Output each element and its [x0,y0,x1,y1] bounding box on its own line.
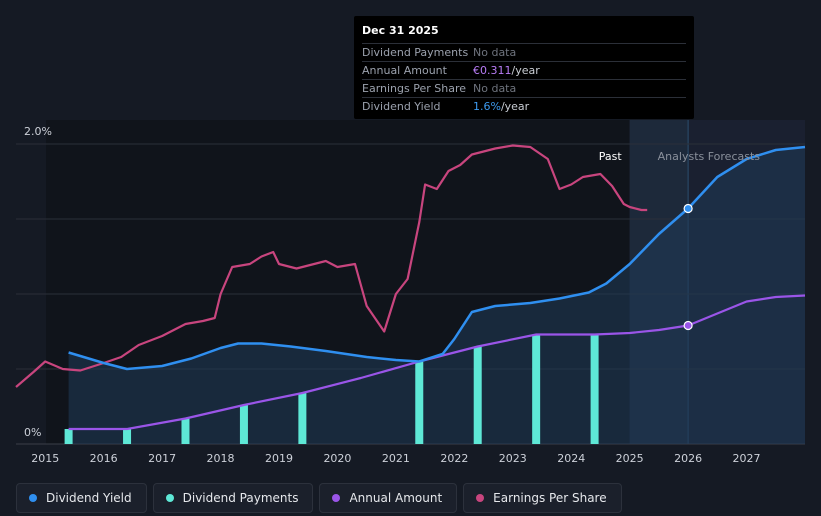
y-tick-label: 2.0% [24,125,52,138]
dividend-payment-bar [532,334,541,444]
dot-icon [332,494,341,502]
tooltip-row-earnings-per-share: Earnings Per Share No data [362,79,686,97]
tooltip-unit: /year [511,64,540,77]
x-tick-label: 2016 [90,452,118,465]
dividend-chart: 2.0% 0% 2015 2016 2017 2018 2019 2020 2021 2022 20… [15,120,806,465]
tooltip-value: €0.311 [473,64,512,77]
tooltip-value: No data [473,46,517,59]
x-tick-label: 2019 [265,452,293,465]
tooltip-unit: /year [500,100,530,113]
legend-item-earnings-per-share[interactable]: Earnings Per Share [463,483,622,513]
legend-item-annual-amount[interactable]: Annual Amount [319,483,458,513]
dividend-payment-bar [298,393,307,444]
tooltip-row-dividend-yield: Dividend Yield 1.6%/year [362,97,686,115]
tooltip-value: No data [473,82,517,95]
forecast-label: Analysts Forecasts [658,150,761,163]
x-tick-label: 2024 [557,452,585,465]
x-tick-label: 2025 [616,452,644,465]
x-tick-label: 2018 [207,452,235,465]
dot-icon [165,494,174,502]
highlight-points [683,203,693,331]
dividend-yield-area [68,147,806,444]
chart-areas [68,147,806,444]
x-tick-label: 2023 [499,452,527,465]
legend-item-dividend-payments[interactable]: Dividend Payments [152,483,314,513]
x-tick-label: 2020 [323,452,351,465]
dividend-payment-bar [239,405,248,444]
tooltip-value: 1.6% [473,100,501,113]
x-tick-label: 2015 [31,452,59,465]
legend-item-dividend-yield[interactable]: Dividend Yield [16,483,147,513]
tooltip-row-annual-amount: Annual Amount €0.311/year [362,61,686,79]
highlight-point [683,203,693,214]
legend-label: Dividend Payments [182,491,299,505]
annual-amount-line [68,294,806,431]
x-tick-label: 2022 [440,452,468,465]
chart-lines [15,144,806,431]
dividend-payment-bar [64,429,73,444]
dividend-payment-bar [181,418,190,444]
tooltip-row-dividend-payments: Dividend Payments No data [362,43,686,61]
chart-labels: 2.0% 0% 2015 2016 2017 2018 2019 2020 2021 2022 20… [24,125,761,465]
x-tick-label: 2017 [148,452,176,465]
dividend-payment-bar [590,334,599,444]
dot-icon [29,494,37,502]
x-tick-label: 2021 [382,452,410,465]
tooltip-label: Earnings Per Share [362,82,467,95]
dividend-payment-bar [473,346,482,444]
past-label: Past [599,150,623,163]
dividend-payments-bars [64,334,599,444]
dividend-payment-bar [415,361,424,444]
tooltip-label: Dividend Yield [362,100,441,113]
tooltip: Dec 31 2025 Dividend Payments No data An… [354,16,694,119]
x-tick-label: 2026 [674,452,702,465]
chart-legend: Dividend Yield Dividend Payments Annual … [16,483,622,513]
highlight-point [683,320,693,331]
x-tick-label: 2027 [733,452,761,465]
legend-label: Annual Amount [349,491,443,505]
dividend-payment-bar [123,429,132,444]
legend-label: Dividend Yield [46,491,132,505]
y-tick-label: 0% [24,426,41,439]
tooltip-label: Dividend Payments [362,46,469,59]
tooltip-label: Annual Amount [362,64,447,77]
dot-icon [476,494,485,502]
earnings-per-share-line [15,144,648,388]
dividend-yield-line [68,145,806,371]
tooltip-date: Dec 31 2025 [362,24,439,37]
legend-label: Earnings Per Share [493,491,607,505]
